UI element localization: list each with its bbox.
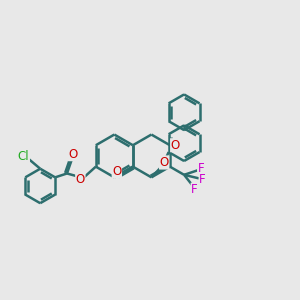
Text: F: F: [199, 173, 206, 186]
Text: O: O: [160, 156, 169, 169]
Text: O: O: [171, 139, 180, 152]
Text: Cl: Cl: [18, 150, 29, 163]
Text: F: F: [191, 183, 198, 196]
Text: O: O: [76, 173, 85, 186]
Text: O: O: [112, 165, 122, 178]
Text: O: O: [68, 148, 77, 161]
Text: F: F: [198, 162, 204, 175]
